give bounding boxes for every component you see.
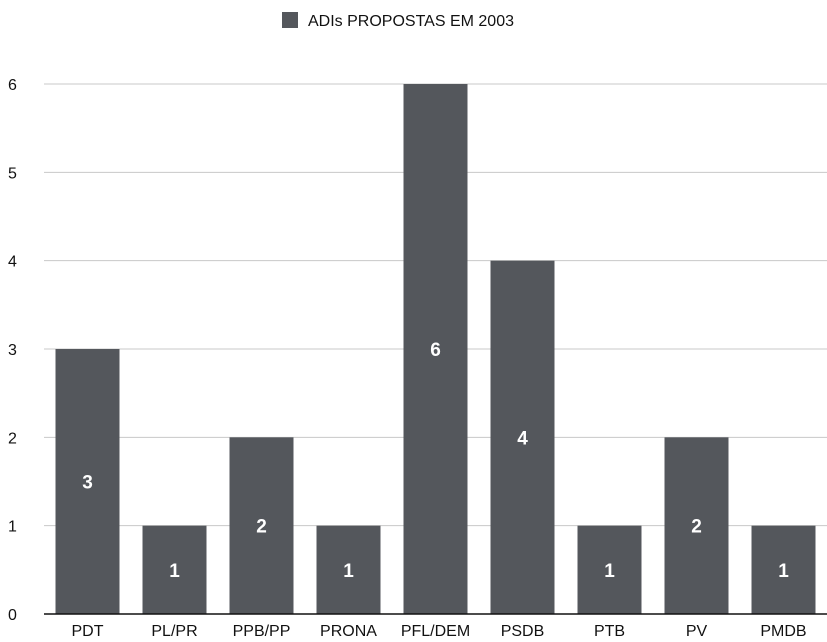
bar-value-label: 1: [778, 561, 789, 582]
x-category-label: PDT: [72, 623, 104, 640]
bar: [664, 437, 729, 614]
bar: [403, 84, 468, 614]
x-category-label: PL/PR: [151, 623, 197, 640]
x-category-label: PPB/PP: [233, 623, 291, 640]
bar-value-label: 2: [256, 517, 267, 538]
bar: [229, 437, 294, 614]
bar-value-label: 6: [430, 340, 441, 361]
y-tick-label: 3: [8, 342, 17, 359]
y-tick-label: 6: [8, 77, 17, 94]
bar-value-label: 1: [169, 561, 180, 582]
legend-label: ADIs PROPOSTAS EM 2003: [308, 13, 514, 30]
y-tick-label: 4: [8, 254, 17, 271]
bar-value-label: 1: [343, 561, 354, 582]
y-tick-label: 2: [8, 430, 17, 447]
y-tick-label: 0: [8, 607, 17, 624]
y-tick-label: 1: [8, 519, 17, 536]
bars: [55, 84, 816, 614]
x-category-label: PSDB: [501, 623, 545, 640]
bar: [490, 260, 555, 614]
x-axis-labels: PDT PL/PR PPB/PP PRONA PFL/DEM PSDB PTB PV PMDB: [72, 623, 807, 640]
bar-value-label: 1: [604, 561, 615, 582]
bar: [751, 525, 816, 614]
x-category-label: PRONA: [320, 623, 377, 640]
x-category-label: PMDB: [760, 623, 806, 640]
y-tick-label: 5: [8, 165, 17, 182]
bar: [316, 525, 381, 614]
bar-value-label: 4: [517, 428, 528, 449]
x-category-label: PTB: [594, 623, 625, 640]
x-category-label: PV: [686, 623, 708, 640]
bar-value-label: 2: [691, 517, 702, 538]
x-category-label: PFL/DEM: [401, 623, 470, 640]
bar: [55, 349, 120, 614]
y-axis-ticks: 0 1 2 3 4 5 6: [8, 77, 17, 624]
legend: ADIs PROPOSTAS EM 2003: [282, 12, 514, 30]
legend-swatch: [282, 12, 298, 28]
bar: [577, 525, 642, 614]
bar: [142, 525, 207, 614]
bar-value-label: 3: [82, 473, 93, 494]
bar-value-labels: 3 1 2 1 6 4 1 2 1: [82, 340, 789, 582]
